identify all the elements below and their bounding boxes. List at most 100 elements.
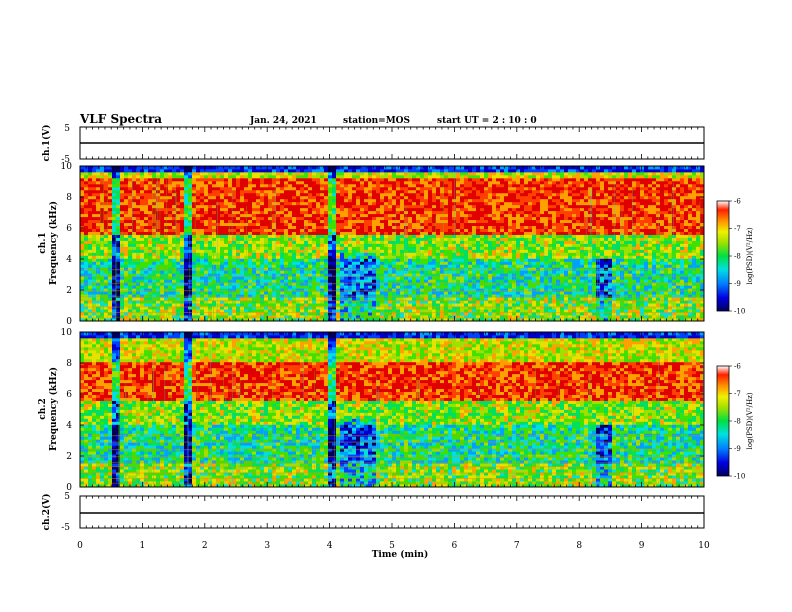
spectrogram-cell xyxy=(192,249,197,253)
spectrogram-cell xyxy=(220,222,225,227)
spectrogram-cell xyxy=(304,288,309,292)
spectrogram-cell xyxy=(248,228,253,232)
spectrogram-cell xyxy=(80,249,85,253)
spectrogram-cell xyxy=(352,195,357,200)
spectrogram-cell xyxy=(260,309,265,313)
spectrogram-cell xyxy=(288,195,293,200)
spectrogram-cell xyxy=(128,234,133,238)
spectrogram-cell xyxy=(336,318,341,321)
spectrogram-cell xyxy=(376,303,381,307)
spectrogram-cell xyxy=(104,189,109,194)
spectrogram-cell xyxy=(288,210,293,215)
spectrogram-cell xyxy=(276,264,281,268)
spectrogram-cell xyxy=(436,270,441,274)
spectrogram-cell xyxy=(280,318,285,321)
spectrogram-cell xyxy=(444,297,449,301)
spectrogram-cell xyxy=(104,225,109,229)
spectrogram-cell xyxy=(240,312,245,316)
spectrogram-cell xyxy=(336,189,341,194)
spectrogram-cell xyxy=(316,198,321,203)
spectrogram-cell xyxy=(212,195,217,200)
spectrogram-cell xyxy=(100,177,105,182)
spectrogram-cell xyxy=(308,198,313,203)
spectrogram-cell xyxy=(264,222,269,227)
spectrogram-cell xyxy=(296,183,301,188)
spectrogram-cell xyxy=(296,204,301,209)
spectrogram-cell xyxy=(356,234,361,238)
spectrogram-cell xyxy=(228,279,233,283)
spectrogram-cell xyxy=(244,306,249,310)
spectrogram-cell xyxy=(152,195,157,200)
spectrogram-cell xyxy=(316,249,321,253)
spectrogram-cell xyxy=(364,255,369,259)
spectrogram-cell xyxy=(280,264,285,268)
spectrogram-cell xyxy=(360,222,365,227)
spectrogram-cell xyxy=(280,237,285,241)
spectrogram-cell xyxy=(344,234,349,238)
spectrogram-cell xyxy=(172,225,177,229)
spectrogram-cell xyxy=(404,189,409,194)
spectrogram-cell xyxy=(436,186,441,191)
spectrogram-cell xyxy=(312,270,317,274)
spectrogram-cell xyxy=(212,228,217,232)
spectrogram-cell xyxy=(292,309,297,313)
spectrogram-cell xyxy=(164,270,169,274)
spectrogram-cell xyxy=(152,264,157,268)
spectrogram-cell xyxy=(124,225,129,229)
spectrogram-cell xyxy=(88,291,93,295)
spectrogram-cell xyxy=(300,195,305,200)
spectrogram-cell xyxy=(144,267,149,271)
spectrogram-cell xyxy=(364,171,369,176)
spectrogram-cell xyxy=(304,186,309,191)
spectrogram-cell xyxy=(168,261,173,265)
spectrogram-cell xyxy=(416,174,421,179)
spectrogram-cell xyxy=(368,294,373,298)
spectrogram-cell xyxy=(152,312,157,316)
spectrogram-cell xyxy=(352,201,357,206)
spectrogram-cell xyxy=(284,252,289,256)
spectrogram-cell xyxy=(164,195,169,200)
spectrogram-cell xyxy=(340,183,345,188)
spectrogram-cell xyxy=(112,222,117,227)
spectrogram-cell xyxy=(392,180,397,185)
spectrogram-cell xyxy=(408,201,413,206)
spectrogram-cell xyxy=(288,174,293,179)
spectrogram-cell xyxy=(172,258,177,262)
spectrogram-cell xyxy=(172,297,177,301)
spectrogram-cell xyxy=(140,273,145,277)
spectrogram-cell xyxy=(368,231,373,235)
spectrogram-cell xyxy=(108,186,113,191)
spectrogram-cell xyxy=(108,207,113,212)
spectrogram-cell xyxy=(100,312,105,316)
spectrogram-cell xyxy=(116,294,121,298)
spectrogram-cell xyxy=(316,174,321,179)
spectrogram-cell xyxy=(332,228,337,232)
spectrogram-cell xyxy=(276,288,281,292)
spectrogram-cell xyxy=(156,276,161,280)
spectrogram-cell xyxy=(188,249,193,253)
spectrogram-cell xyxy=(140,246,145,250)
spectrogram-cell xyxy=(408,222,413,227)
spectrogram-cell xyxy=(324,279,329,283)
spectrogram-cell xyxy=(192,243,197,247)
spectrogram-cell xyxy=(400,174,405,179)
spectrogram-cell xyxy=(308,186,313,191)
spectrogram-cell xyxy=(84,300,89,304)
spectrogram-cell xyxy=(340,249,345,253)
spectrogram-cell xyxy=(332,258,337,262)
spectrogram-cell xyxy=(412,306,417,310)
spectrogram-cell xyxy=(172,240,177,244)
spectrogram-cell xyxy=(440,174,445,179)
spectrogram-cell xyxy=(380,234,385,238)
spectrogram-cell xyxy=(100,198,105,203)
spectrogram-cell xyxy=(288,171,293,176)
spectrogram-cell xyxy=(188,312,193,316)
spectrogram-cell xyxy=(284,246,289,250)
spectrogram-cell xyxy=(112,267,117,271)
spectrogram-cell xyxy=(100,291,105,295)
spectrogram-cell xyxy=(144,183,149,188)
spectrogram-cell xyxy=(392,246,397,250)
spectrogram-cell xyxy=(384,294,389,298)
spectrogram-cell xyxy=(376,186,381,191)
spectrogram-cell xyxy=(116,246,121,250)
